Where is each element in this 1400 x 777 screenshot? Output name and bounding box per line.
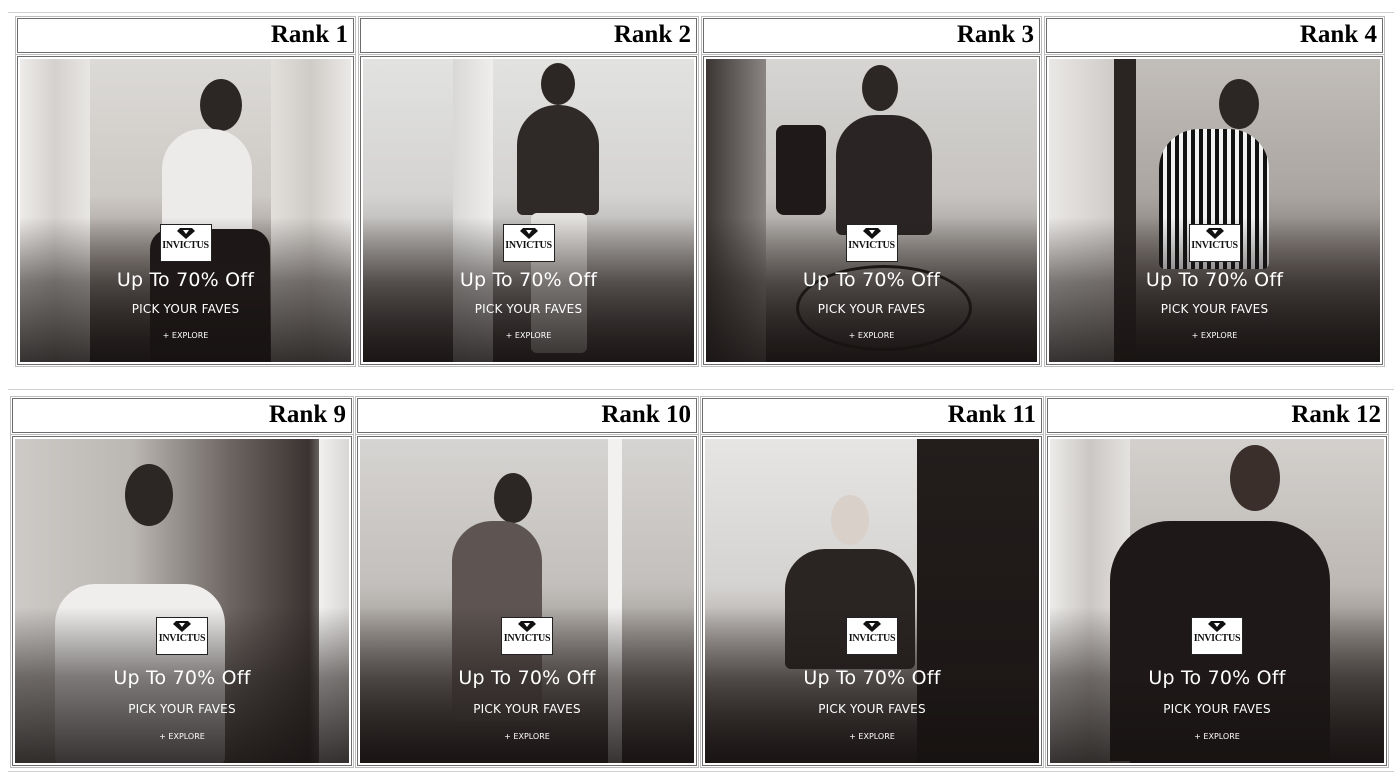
offer-headline: Up To 70% Off [116,269,255,291]
explore-link[interactable]: + EXPLORE [848,331,895,340]
brand-logo: INVICTUS [501,617,553,655]
banner-image[interactable]: INVICTUS Up To 70% Off PICK YOUR FAVES +… [15,439,349,763]
offer-tagline: PICK YOUR FAVES [128,702,236,716]
banner-card-12[interactable]: INVICTUS Up To 70% Off PICK YOUR FAVES +… [1045,434,1389,768]
explore-link[interactable]: + EXPLORE [1191,331,1238,340]
diamond-icon [173,621,191,632]
rank-header-4: Rank 4 [1044,16,1385,55]
diamond-icon [176,228,195,239]
diamond-icon [1205,228,1224,239]
explore-link[interactable]: + EXPLORE [504,732,550,741]
diamond-icon [863,621,881,632]
rank-header-9: Rank 9 [10,396,354,435]
banner-card-10[interactable]: INVICTUS Up To 70% Off PICK YOUR FAVES +… [355,434,699,768]
offer-tagline: PICK YOUR FAVES [131,302,240,316]
banner-card-3[interactable]: INVICTUS Up To 70% Off PICK YOUR FAVES +… [701,54,1042,367]
model-figure [776,65,976,362]
brand-name: INVICTUS [505,240,552,251]
brand-logo: INVICTUS [1191,617,1243,655]
diamond-icon [862,228,881,239]
separator-top [8,12,1394,13]
brand-logo: INVICTUS [156,617,208,655]
banner-image[interactable]: INVICTUS Up To 70% Off PICK YOUR FAVES +… [20,59,351,362]
brand-name: INVICTUS [158,633,206,644]
rank-header-1: Rank 1 [15,16,356,55]
rank-header-12: Rank 12 [1045,396,1389,435]
banner-image[interactable]: INVICTUS Up To 70% Off PICK YOUR FAVES +… [363,59,694,362]
offer-headline: Up To 70% Off [113,667,251,689]
brand-logo: INVICTUS [1188,224,1241,262]
banner-image[interactable]: INVICTUS Up To 70% Off PICK YOUR FAVES +… [706,59,1037,362]
diamond-icon [518,621,536,632]
banner-image[interactable]: INVICTUS Up To 70% Off PICK YOUR FAVES +… [705,439,1039,763]
banner-card-2[interactable]: INVICTUS Up To 70% Off PICK YOUR FAVES +… [358,54,699,367]
separator-bottom [8,771,1394,772]
offer-tagline: PICK YOUR FAVES [1160,302,1269,316]
brand-logo: INVICTUS [502,224,555,262]
offer-headline: Up To 70% Off [458,667,596,689]
offer-tagline: PICK YOUR FAVES [817,302,926,316]
offer-headline: Up To 70% Off [802,269,941,291]
rank-header-11: Rank 11 [700,396,1044,435]
diamond-icon [1208,621,1226,632]
brand-name: INVICTUS [848,240,895,251]
explore-link[interactable]: + EXPLORE [159,732,205,741]
banner-card-1[interactable]: INVICTUS Up To 70% Off PICK YOUR FAVES +… [15,54,356,367]
banner-image[interactable]: INVICTUS Up To 70% Off PICK YOUR FAVES +… [1050,439,1384,763]
offer-tagline: PICK YOUR FAVES [474,302,583,316]
brand-name: INVICTUS [503,633,551,644]
brand-name: INVICTUS [1193,633,1241,644]
explore-link[interactable]: + EXPLORE [1194,732,1240,741]
offer-tagline: PICK YOUR FAVES [473,702,581,716]
banner-card-9[interactable]: INVICTUS Up To 70% Off PICK YOUR FAVES +… [10,434,354,768]
offer-headline: Up To 70% Off [459,269,598,291]
rank-header-10: Rank 10 [355,396,699,435]
brand-logo: INVICTUS [159,224,212,262]
explore-link[interactable]: + EXPLORE [849,732,895,741]
brand-logo: INVICTUS [845,224,898,262]
offer-headline: Up To 70% Off [1148,667,1286,689]
diamond-icon [519,228,538,239]
banner-image[interactable]: INVICTUS Up To 70% Off PICK YOUR FAVES +… [360,439,694,763]
offer-headline: Up To 70% Off [1145,269,1284,291]
brand-name: INVICTUS [162,240,209,251]
brand-logo: INVICTUS [846,617,898,655]
rank-header-2: Rank 2 [358,16,699,55]
explore-link[interactable]: + EXPLORE [505,331,552,340]
offer-headline: Up To 70% Off [803,667,941,689]
brand-name: INVICTUS [1191,240,1238,251]
offer-tagline: PICK YOUR FAVES [1163,702,1271,716]
banner-card-4[interactable]: INVICTUS Up To 70% Off PICK YOUR FAVES +… [1044,54,1385,367]
banner-card-11[interactable]: INVICTUS Up To 70% Off PICK YOUR FAVES +… [700,434,1044,768]
rank-header-3: Rank 3 [701,16,1042,55]
separator-middle [8,389,1394,390]
banner-image[interactable]: INVICTUS Up To 70% Off PICK YOUR FAVES +… [1049,59,1380,362]
brand-name: INVICTUS [848,633,896,644]
offer-tagline: PICK YOUR FAVES [818,702,926,716]
explore-link[interactable]: + EXPLORE [162,331,209,340]
